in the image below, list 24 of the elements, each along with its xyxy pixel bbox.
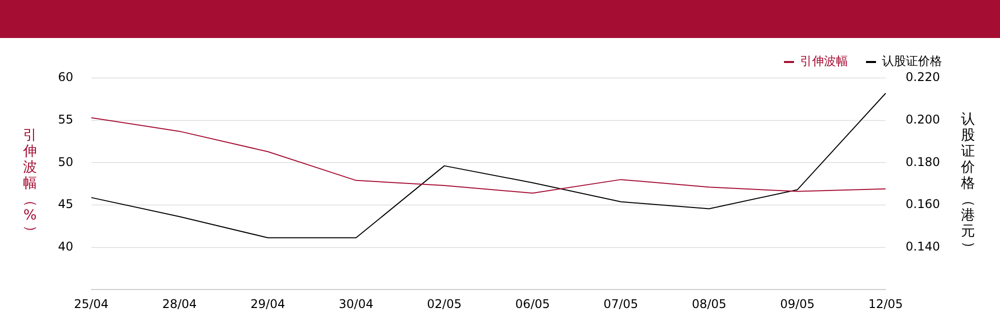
y-tick-label: 60	[58, 70, 74, 84]
x-tick-label: 25/04	[74, 296, 109, 311]
legend-label: 认股证价格	[882, 54, 942, 68]
y-tick-label: 55	[58, 112, 74, 126]
x-tick-label: 12/05	[868, 296, 903, 311]
y2-tick-label: 0.220	[906, 70, 940, 84]
y-tick-label: 50	[58, 154, 74, 169]
x-tick-label: 28/04	[162, 296, 197, 311]
y2-tick-label: 0.180	[906, 154, 940, 169]
y2-tick-label: 0.160	[906, 197, 940, 212]
x-tick-label: 06/05	[515, 296, 550, 311]
x-tick-label: 09/05	[780, 296, 815, 311]
x-tick-label: 07/05	[604, 296, 638, 311]
y-tick-label: 40	[58, 239, 74, 254]
y2-tick-label: 0.140	[906, 239, 940, 254]
x-tick-label: 29/04	[250, 296, 286, 311]
legend-label: 引伸波幅	[800, 54, 848, 68]
y-axis-title: 引伸波幅（%）	[22, 127, 38, 239]
y2-tick-label: 0.200	[906, 112, 940, 126]
x-tick-label: 02/05	[427, 296, 462, 311]
x-tick-label: 30/04	[338, 296, 374, 311]
y-tick-label: 45	[58, 197, 74, 212]
x-tick-label: 08/05	[692, 296, 726, 311]
text: 认股证价格（港元）	[960, 111, 976, 255]
